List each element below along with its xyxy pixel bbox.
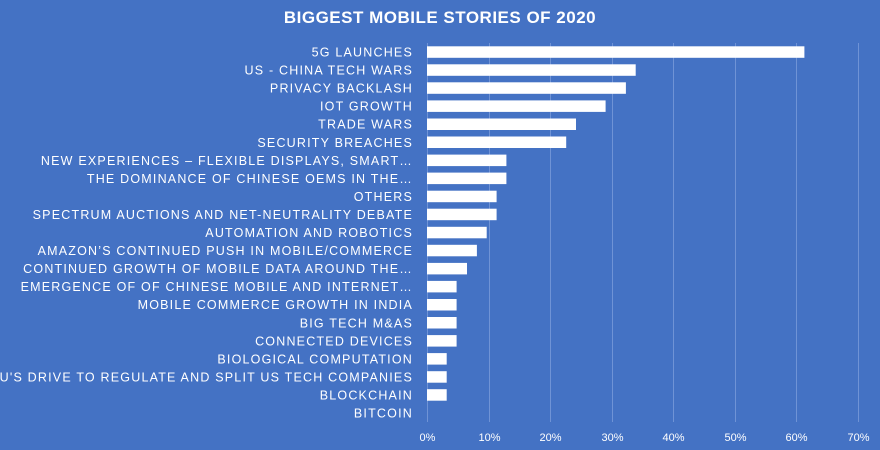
category-label: NEW EXPERIENCES – FLEXIBLE DISPLAYS, SMA…: [41, 154, 413, 168]
bar: [427, 190, 497, 203]
category-label: SECURITY BREACHES: [257, 136, 413, 150]
bar: [427, 208, 497, 221]
category-label: AMAZON’S CONTINUED PUSH IN MOBILE/COMMER…: [38, 244, 413, 258]
category-label: CONNECTED DEVICES: [255, 334, 413, 348]
bar: [427, 353, 447, 365]
bar: [427, 389, 447, 401]
category-label: IOT GROWTH: [320, 100, 413, 114]
category-label: BIG TECH M&AS: [300, 316, 413, 330]
chart-title: BIGGEST MOBILE STORIES OF 2020: [284, 8, 596, 27]
bar: [427, 100, 606, 112]
category-label: BLOCKCHAIN: [320, 388, 413, 402]
bar: [427, 280, 457, 293]
category-label: TRADE WARS: [318, 118, 413, 132]
x-tick-label: 60%: [785, 432, 807, 444]
x-axis-tick-labels: 0% 10% 20% 30% 40% 50% 60% 70%: [420, 432, 870, 444]
x-tick-label: 0%: [420, 432, 436, 444]
category-label: THE DOMINANCE OF CHINESE OEMS IN THE…: [87, 172, 413, 186]
category-label: 5G LAUNCHES: [312, 46, 413, 60]
bar: [427, 299, 457, 311]
bar: [427, 317, 457, 329]
bars: [427, 46, 805, 401]
bar: [427, 46, 805, 58]
category-label: PRIVACY BACKLASH: [270, 82, 413, 96]
category-label: CONTINUED GROWTH OF MOBILE DATA AROUND T…: [23, 262, 413, 276]
category-label: US - CHINA TECH WARS: [245, 64, 413, 78]
x-tick-label: 30%: [601, 432, 623, 444]
category-label: BIOLOGICAL COMPUTATION: [217, 352, 413, 366]
gridlines: [427, 43, 859, 422]
bar: [427, 244, 477, 257]
x-tick-label: 40%: [662, 432, 684, 444]
bar: [427, 136, 567, 148]
bar: [427, 371, 447, 383]
x-tick-label: 70%: [847, 432, 869, 444]
bar: [427, 118, 576, 130]
bar: [427, 226, 487, 239]
x-tick-label: 50%: [724, 432, 746, 444]
category-label: OTHERS: [354, 190, 413, 204]
bar: [427, 82, 626, 94]
x-tick-label: 20%: [539, 432, 561, 444]
bar: [427, 172, 507, 185]
category-label: SPECTRUM AUCTIONS AND NET-NEUTRALITY DEB…: [33, 208, 413, 222]
bar: [427, 335, 457, 347]
category-label: EMERGENCE OF OF CHINESE MOBILE AND INTER…: [21, 280, 413, 294]
x-tick-label: 10%: [478, 432, 500, 444]
category-labels: 5G LAUNCHES US - CHINA TECH WARS PRIVACY B…: [0, 46, 413, 421]
category-label: EU'S DRIVE TO REGULATE AND SPLIT US TECH…: [0, 370, 413, 384]
bar: [427, 154, 507, 167]
bar: [427, 64, 636, 76]
bar: [427, 262, 467, 275]
category-label: MOBILE COMMERCE GROWTH IN INDIA: [138, 298, 413, 312]
category-label: BITCOIN: [354, 407, 413, 421]
category-label: AUTOMATION AND ROBOTICS: [205, 226, 413, 240]
